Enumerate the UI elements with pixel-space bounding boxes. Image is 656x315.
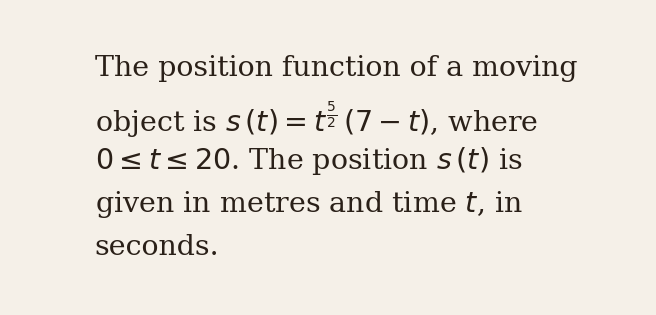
Text: The position function of a moving: The position function of a moving (94, 55, 577, 82)
Text: $0 \leq t \leq 20$. The position $s\,(t)$ is: $0 \leq t \leq 20$. The position $s\,(t)… (94, 145, 522, 176)
Text: seconds.: seconds. (94, 234, 219, 261)
Text: object is $s\,(t) = t^{\frac{5}{2}}\,(7-t)$, where: object is $s\,(t) = t^{\frac{5}{2}}\,(7-… (94, 100, 538, 140)
Text: given in metres and time $t$, in: given in metres and time $t$, in (94, 189, 523, 220)
